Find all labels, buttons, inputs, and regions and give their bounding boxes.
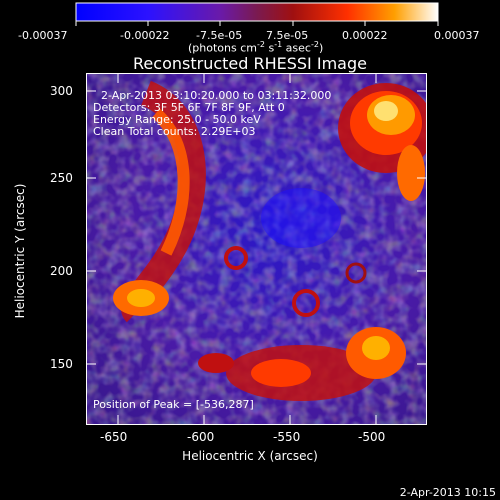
x-tick-label: -600 (187, 430, 215, 444)
colorbar-tick-label: 0.00022 (342, 29, 388, 42)
colorbar (75, 2, 439, 26)
colorbar-tick-label: 0.00037 (434, 29, 480, 42)
plot-title: Reconstructed RHESSI Image (133, 54, 367, 73)
time-range-text: 2-Apr-2013 03:10:20.000 to 03:11:32.000 (101, 89, 332, 102)
y-tick-label: 250 (50, 171, 73, 185)
rhessi-image (86, 73, 427, 425)
x-tick-label: -500 (358, 430, 386, 444)
peak-position-text: Position of Peak = [-536,287] (93, 398, 254, 411)
plot-frame (86, 73, 427, 425)
energy-range-text: Energy Range: 25.0 - 50.0 keV (93, 113, 261, 126)
y-tick-label: 300 (50, 84, 73, 98)
colorbar-tick-label: -0.00022 (120, 29, 170, 42)
y-tick-label: 150 (50, 357, 73, 371)
hotspot-bottom (198, 327, 406, 401)
hotspot-left-streak (113, 80, 206, 323)
x-tick-label: -650 (100, 430, 128, 444)
x-axis-label: Heliocentric X (arcsec) (182, 449, 318, 463)
colorbar-tick-label: 7.5e-05 (266, 29, 309, 42)
footer-timestamp: 2-Apr-2013 10:15 (399, 486, 496, 499)
colorbar-tick-label: -0.00037 (18, 29, 68, 42)
detectors-text: Detectors: 3F 5F 6F 7F 8F 9F, Att 0 (93, 101, 285, 114)
colorbar-tick-label: -7.5e-05 (196, 29, 243, 42)
x-tick-label: -550 (273, 430, 301, 444)
y-axis-label: Heliocentric Y (arcsec) (13, 183, 27, 319)
colorbar-gradient (75, 2, 439, 22)
clean-counts-text: Clean Total counts: 2.29E+03 (93, 125, 256, 138)
hotspot-top-right (338, 83, 427, 201)
colorbar-units: (photons cm-2 s-1 asec-2) (188, 40, 324, 55)
y-tick-label: 200 (50, 264, 73, 278)
